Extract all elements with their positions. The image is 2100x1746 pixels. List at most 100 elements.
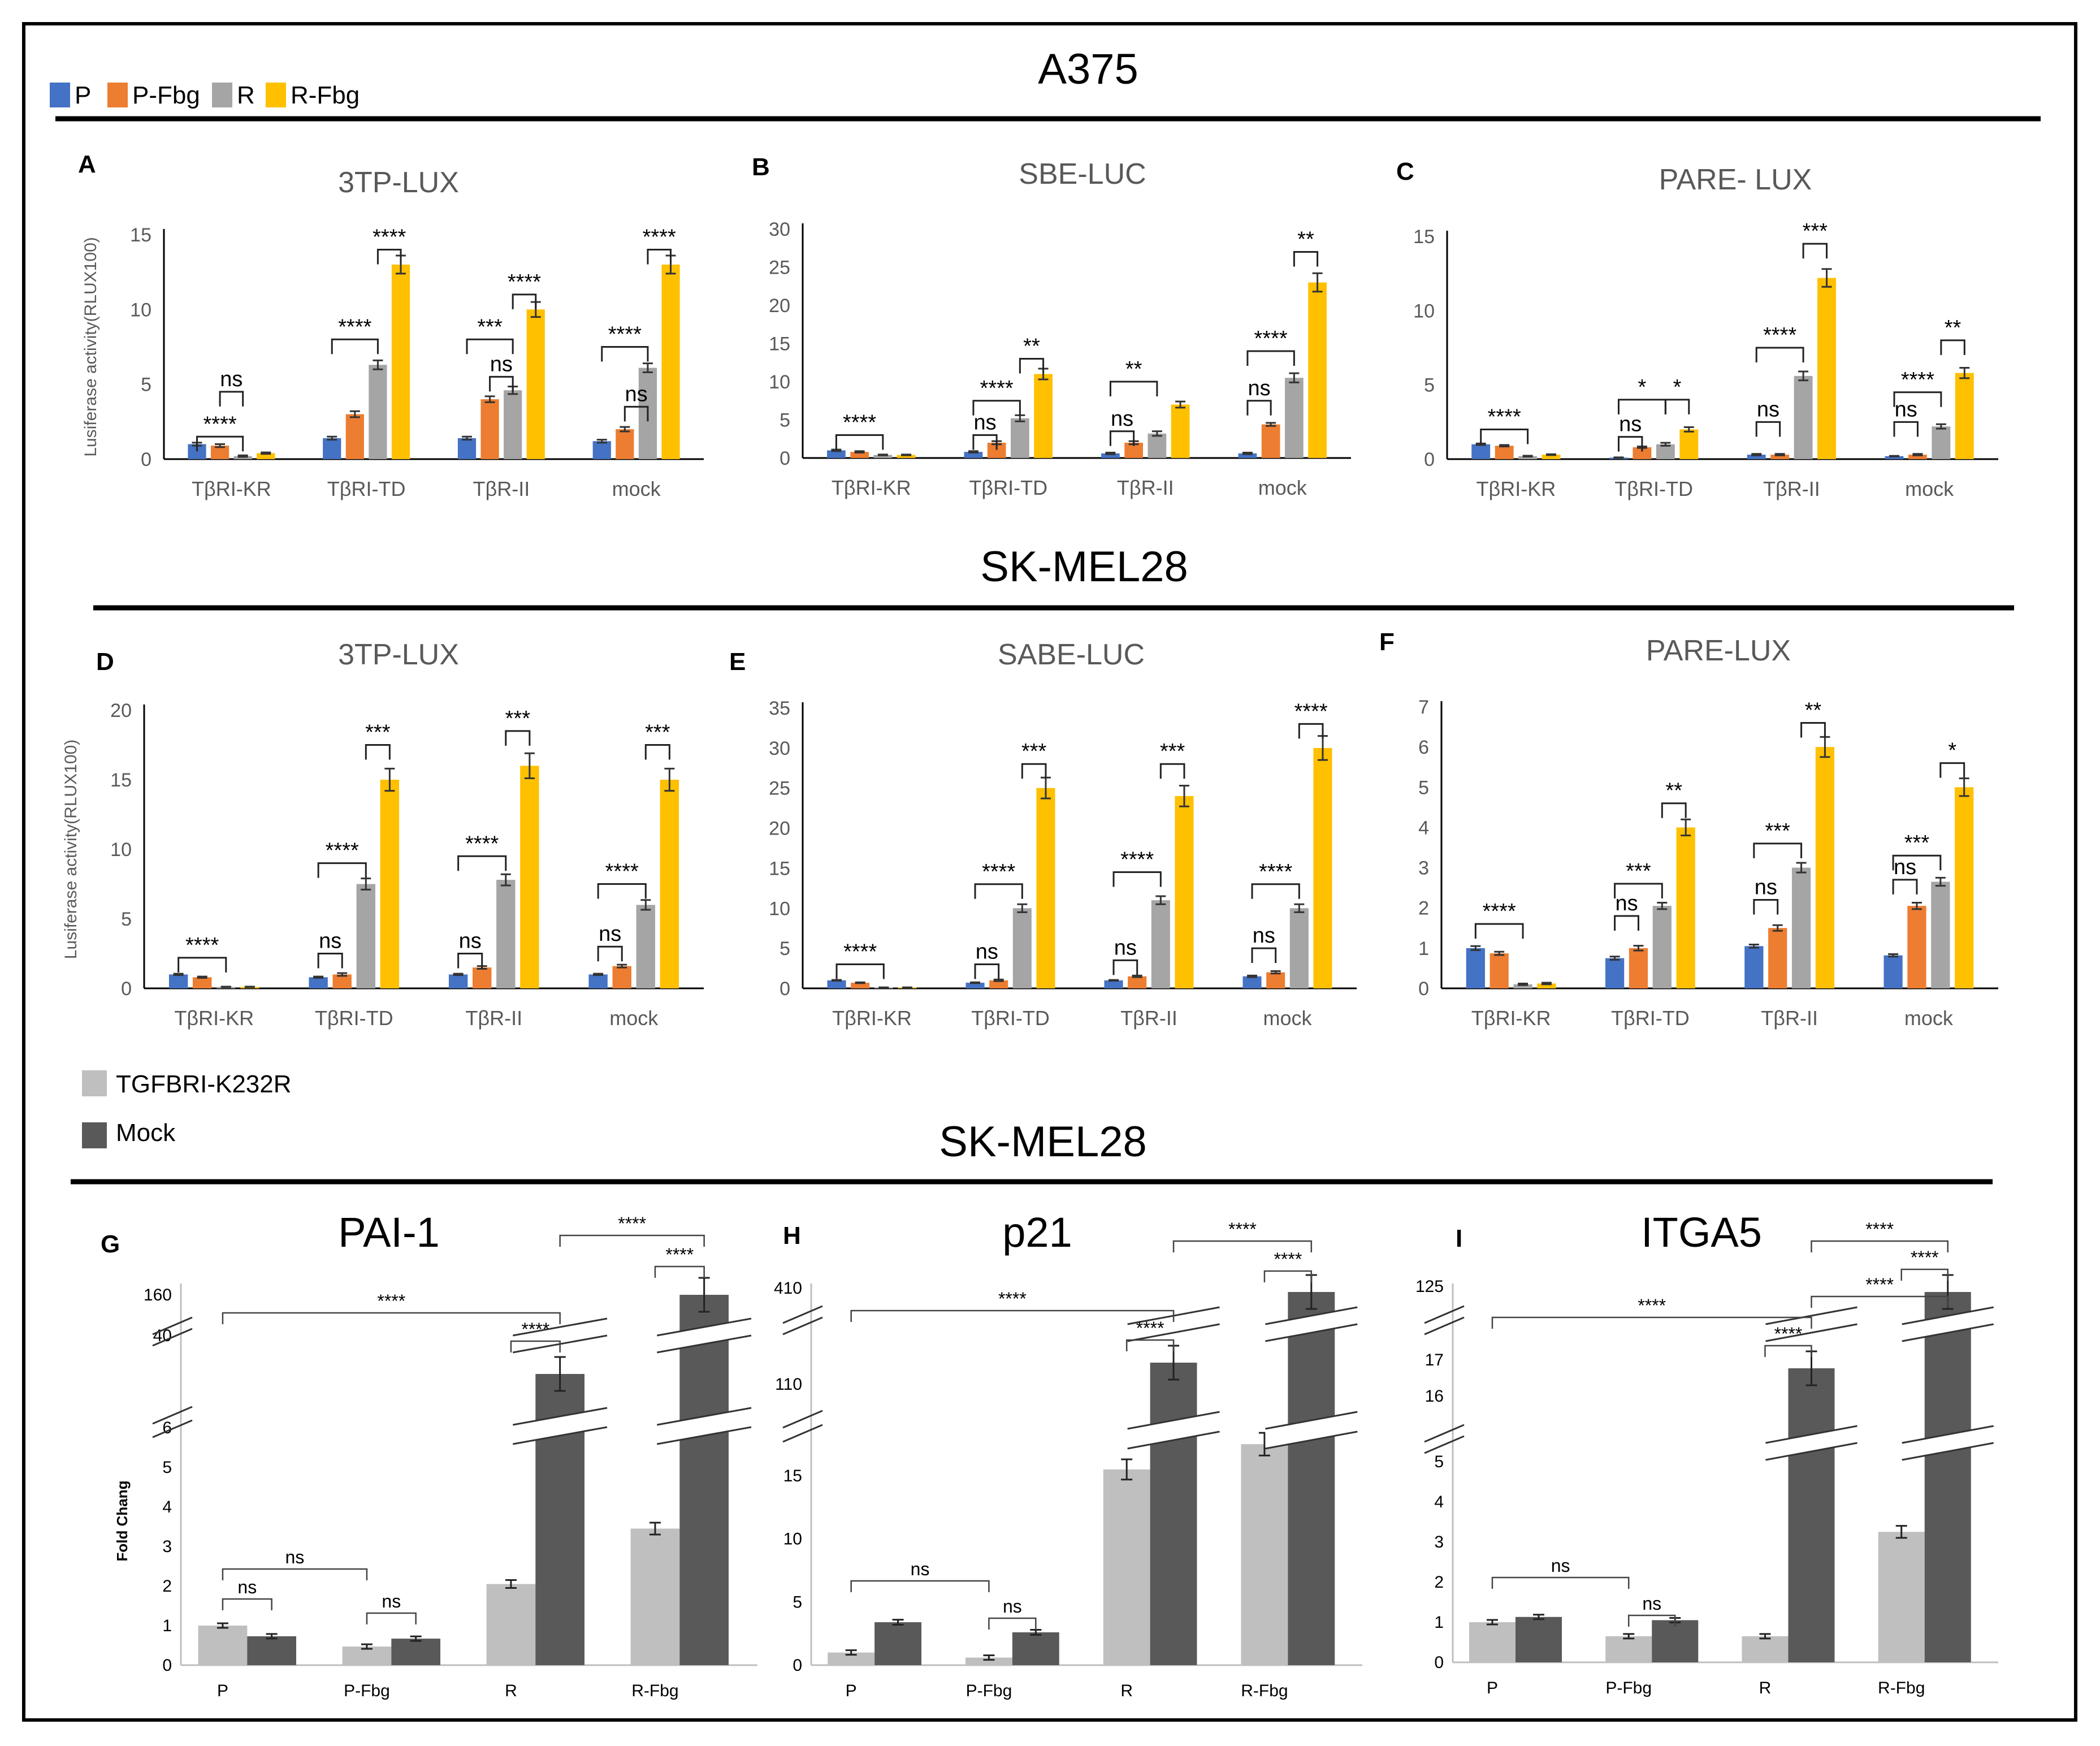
bar-P xyxy=(323,438,341,459)
bar-Mock xyxy=(1652,1620,1699,1662)
bar-break-line xyxy=(1765,1442,1857,1461)
significance-label: ns xyxy=(490,352,513,376)
significance-bracket xyxy=(1112,959,1138,975)
significance-label: **** xyxy=(185,933,219,957)
y-tick-label: 5 xyxy=(1424,375,1435,396)
significance-label: ns xyxy=(382,1591,401,1611)
bar-R-Fbg xyxy=(1542,455,1561,459)
category-label: R xyxy=(505,1682,517,1700)
significance-label: *** xyxy=(365,721,391,745)
bar-break-band xyxy=(1265,1307,1358,1341)
significance-label: ** xyxy=(1023,335,1040,358)
category-label: TβRI-KR xyxy=(832,1006,912,1030)
significance-label: ns xyxy=(973,411,996,435)
bar-P-Fbg xyxy=(1629,948,1648,988)
significance-bracket xyxy=(597,945,623,962)
significance-bracket xyxy=(1900,1268,1949,1281)
y-break-tick-label: 16 xyxy=(1425,1387,1444,1406)
bar-P xyxy=(592,441,611,459)
bar-P xyxy=(1883,955,1903,988)
significance-label: **** xyxy=(1228,1219,1257,1239)
significance-label: * xyxy=(1673,375,1682,399)
significance-bracket xyxy=(1811,1240,1949,1252)
panel-title: 3TP-LUX xyxy=(338,638,459,671)
legend-swatch-K232R xyxy=(82,1070,107,1096)
bar-R-Fbg xyxy=(526,309,545,459)
panel-F: F PARE-LUX 0 1 2 3 4 5 6 7 TβRI-KR TβRI-TD TβR-II moc… xyxy=(1379,628,1998,1030)
bar-Mock xyxy=(679,1295,729,1665)
significance-bracket xyxy=(835,963,885,979)
significance-bracket xyxy=(1753,898,1779,915)
significance-label: * xyxy=(1948,739,1956,763)
significance-bracket xyxy=(1172,1240,1313,1252)
significance-bracket xyxy=(457,855,507,871)
y-tick-label: 30 xyxy=(769,738,790,759)
significance-bracket xyxy=(222,1598,272,1610)
panel-letter: E xyxy=(729,648,746,676)
y-tick-label: 10 xyxy=(130,299,151,321)
category-label: TβRI-TD xyxy=(969,476,1047,499)
legend-label-K232R: TGFBRI-K232R xyxy=(116,1070,292,1098)
category-label: TβR-II xyxy=(465,1006,522,1030)
bar-TGFBRI-K232R xyxy=(1469,1622,1516,1662)
bar-break-line xyxy=(1765,1323,1857,1342)
category-label: P-Fbg xyxy=(344,1682,390,1700)
bar-Mock xyxy=(874,1622,921,1665)
bar-break-line xyxy=(1902,1306,1994,1325)
legend-swatch-R-Fbg xyxy=(266,83,286,107)
significance-bracket xyxy=(623,405,649,422)
panel-title: SBE-LUC xyxy=(1019,158,1146,191)
bar-R xyxy=(1518,456,1538,459)
category-label: TβRI-KR xyxy=(832,476,911,499)
significance-bracket xyxy=(1940,339,1965,355)
significance-bracket xyxy=(1480,428,1529,444)
significance-label: **** xyxy=(1865,1274,1894,1295)
bar-TGFBRI-K232R xyxy=(1878,1532,1925,1662)
bar-P xyxy=(1466,948,1485,988)
y-tick-label: 30 xyxy=(769,219,790,240)
y-tick-label: 10 xyxy=(769,898,790,919)
significance-label: **** xyxy=(843,411,876,435)
significance-bracket xyxy=(850,1310,1175,1322)
significance-bracket xyxy=(1755,347,1804,362)
category-label: P-Fbg xyxy=(966,1682,1012,1700)
y-tick-label: 5 xyxy=(1434,1453,1444,1471)
y-tick-label: 0 xyxy=(793,1656,802,1675)
bar-P-Fbg xyxy=(193,977,212,988)
bar-R-Fbg xyxy=(1815,747,1835,988)
category-label: TβRI-TD xyxy=(1614,477,1693,500)
bar-P-Fbg xyxy=(480,399,499,459)
y-tick-label: 4 xyxy=(162,1498,172,1516)
y-tick-label: 6 xyxy=(162,1419,172,1437)
significance-label: **** xyxy=(1488,405,1521,429)
bar-R-Fbg xyxy=(1676,827,1695,988)
y-break-tick-label: 410 xyxy=(774,1279,802,1298)
section-title-skmel28-qpcr: SK-MEL28 xyxy=(939,1118,1147,1166)
significance-label: *** xyxy=(1803,219,1828,243)
panel-letter: F xyxy=(1379,628,1395,656)
legend-swatch-P xyxy=(50,83,70,107)
bar-break-line xyxy=(1265,1411,1358,1430)
significance-bracket xyxy=(222,1568,368,1580)
significance-label: **** xyxy=(1865,1219,1894,1239)
bar-TGFBRI-K232R xyxy=(1605,1636,1652,1662)
significance-label: **** xyxy=(338,315,371,339)
bar-TGFBRI-K232R xyxy=(965,1657,1012,1665)
significance-bracket xyxy=(1109,381,1158,396)
significance-bracket xyxy=(1661,802,1687,818)
y-tick-label: 5 xyxy=(780,410,790,431)
bar-R-Fbg xyxy=(1171,404,1190,458)
legend-swatch-Mock xyxy=(82,1122,107,1148)
category-label: R-Fbg xyxy=(1241,1682,1288,1700)
category-label: mock xyxy=(1905,477,1954,500)
significance-label: ns xyxy=(599,922,621,946)
significance-label: ** xyxy=(1665,779,1682,803)
bar-P xyxy=(1238,453,1257,458)
significance-label: **** xyxy=(998,1289,1027,1309)
axis-break-mark xyxy=(782,1424,823,1443)
category-label: TβRI-KR xyxy=(192,477,271,500)
bar-break-band xyxy=(1902,1307,1994,1341)
significance-bracket xyxy=(1491,1576,1630,1589)
